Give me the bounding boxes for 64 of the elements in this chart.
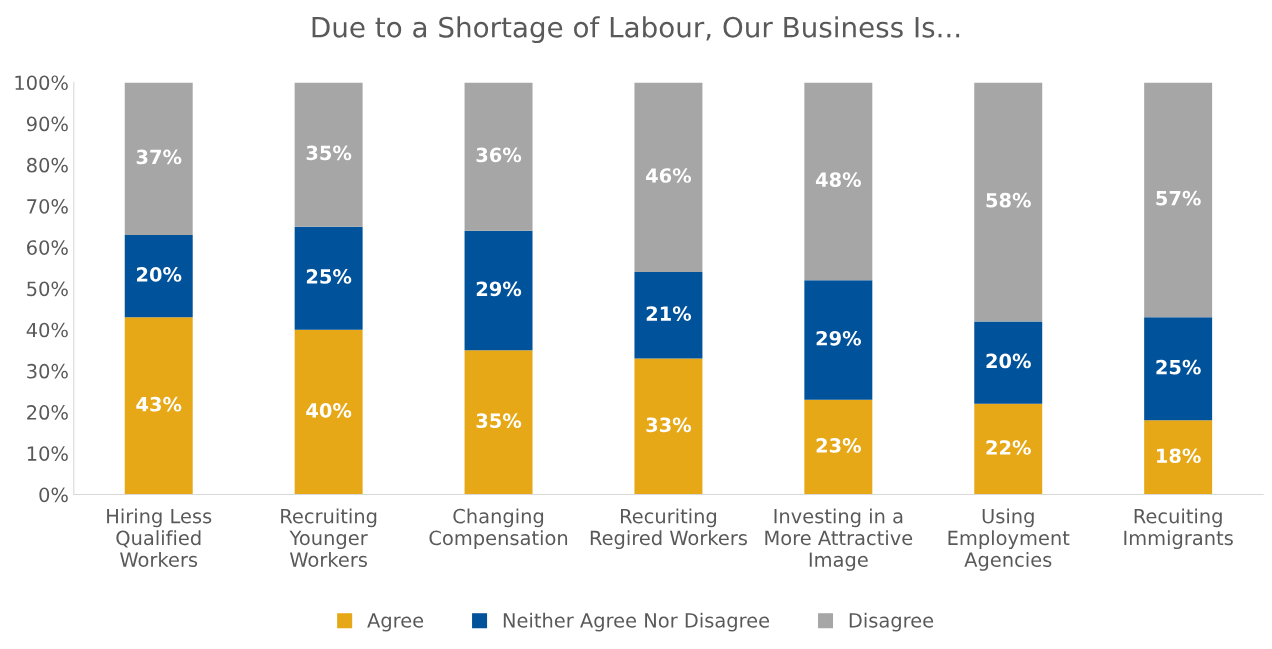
legend-label: Neither Agree Nor Disagree (503, 612, 770, 632)
bar (1144, 82, 1213, 318)
bar (464, 350, 533, 495)
bar (464, 230, 533, 351)
data-label: 25% (306, 269, 352, 284)
bar (1144, 420, 1213, 495)
y-tick-label: 20% (27, 405, 68, 420)
bar (124, 317, 193, 495)
bar (294, 329, 363, 495)
data-label: 23% (816, 438, 861, 453)
bar (974, 403, 1043, 495)
y-tick-label: 50% (27, 281, 68, 297)
data-label: 35% (476, 413, 522, 429)
legend-label: Agree (367, 613, 424, 632)
y-tick-label: 70% (27, 199, 68, 214)
bar (634, 358, 703, 495)
x-tick-label: Changing Compensation (429, 508, 568, 550)
bar (974, 321, 1043, 404)
bar (124, 234, 193, 318)
x-tick-label: Recuriting Regired Workers (590, 508, 747, 550)
data-label: 25% (1156, 359, 1201, 375)
data-label: 37% (136, 149, 182, 165)
y-tick-label: 80% (27, 157, 68, 173)
y-tick-label: 0% (39, 487, 68, 503)
bar (1144, 317, 1213, 421)
data-label: 18% (1157, 448, 1201, 464)
data-label: 35% (306, 145, 352, 161)
data-label: 29% (476, 281, 522, 297)
y-tick-label: 10% (27, 446, 68, 461)
data-label: 20% (986, 353, 1031, 369)
y-tick-label: 90% (26, 116, 68, 132)
x-tick-label: Recuiting Immigrants (1124, 508, 1233, 550)
bar (464, 82, 533, 231)
data-label: 43% (136, 396, 182, 412)
data-label: 40% (306, 403, 352, 418)
data-label: 58% (986, 192, 1031, 208)
bar (804, 82, 873, 281)
y-tick-label: 30% (27, 363, 68, 379)
x-tick-label: Using Employment Agencies (948, 508, 1070, 571)
y-tick-label: 60% (27, 240, 68, 255)
legend-label: Disagree (849, 612, 934, 632)
bar (974, 82, 1043, 322)
bar (804, 399, 873, 495)
data-label: 57% (1156, 190, 1201, 206)
x-tick-label: Hiring Less Qualified Workers (107, 508, 212, 568)
x-tick-label: Recruiting Younger Workers (281, 508, 377, 568)
data-label: 46% (646, 168, 692, 183)
data-label: 48% (815, 172, 861, 187)
data-label: 36% (476, 147, 522, 163)
bar (634, 82, 703, 272)
x-tick-label: Investing in a More Attractive Image (765, 508, 913, 571)
bar (804, 280, 873, 400)
y-tick-label: 40% (26, 322, 68, 338)
bar (634, 272, 703, 359)
data-label: 20% (136, 267, 182, 282)
bar (294, 82, 363, 227)
data-label: 21% (646, 306, 692, 321)
data-label: 29% (816, 330, 861, 346)
bar (294, 226, 363, 330)
bar (124, 82, 193, 235)
data-label: 33% (646, 417, 692, 433)
y-tick-label: 100% (15, 75, 68, 91)
chart-title: Due to a Shortage of Labour, Our Business Is... (312, 16, 960, 44)
data-label: 22% (986, 440, 1031, 455)
